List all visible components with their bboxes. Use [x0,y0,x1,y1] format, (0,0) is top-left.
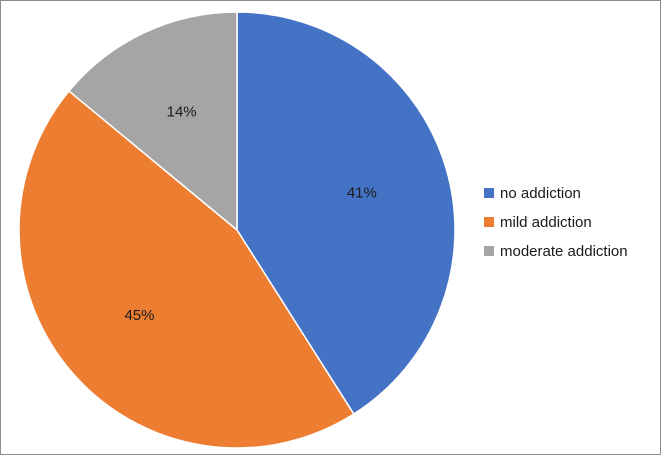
legend: no addiction mild addiction moderate add… [484,183,628,261]
pie-slice-mild-addiction [18,89,355,449]
legend-label-no-addiction: no addiction [500,184,581,202]
legend-item-mild-addiction: mild addiction [484,212,628,232]
legend-swatch-mild-addiction [484,217,494,227]
slice-label-mild-addiction: 45% [124,307,154,324]
legend-swatch-moderate-addiction [484,246,494,256]
pie-slice-moderate-addiction [67,11,238,232]
pie-slice-labels: 41% 45% 14% [124,103,376,324]
slice-label-moderate-addiction: 14% [167,103,197,120]
pie-slice-no-addiction [236,11,456,416]
pie-slices [18,11,456,449]
legend-label-moderate-addiction: moderate addiction [500,242,628,260]
legend-item-moderate-addiction: moderate addiction [484,241,628,261]
legend-label-mild-addiction: mild addiction [500,213,592,231]
legend-swatch-no-addiction [484,188,494,198]
legend-item-no-addiction: no addiction [484,183,628,203]
slice-label-no-addiction: 41% [347,185,377,202]
